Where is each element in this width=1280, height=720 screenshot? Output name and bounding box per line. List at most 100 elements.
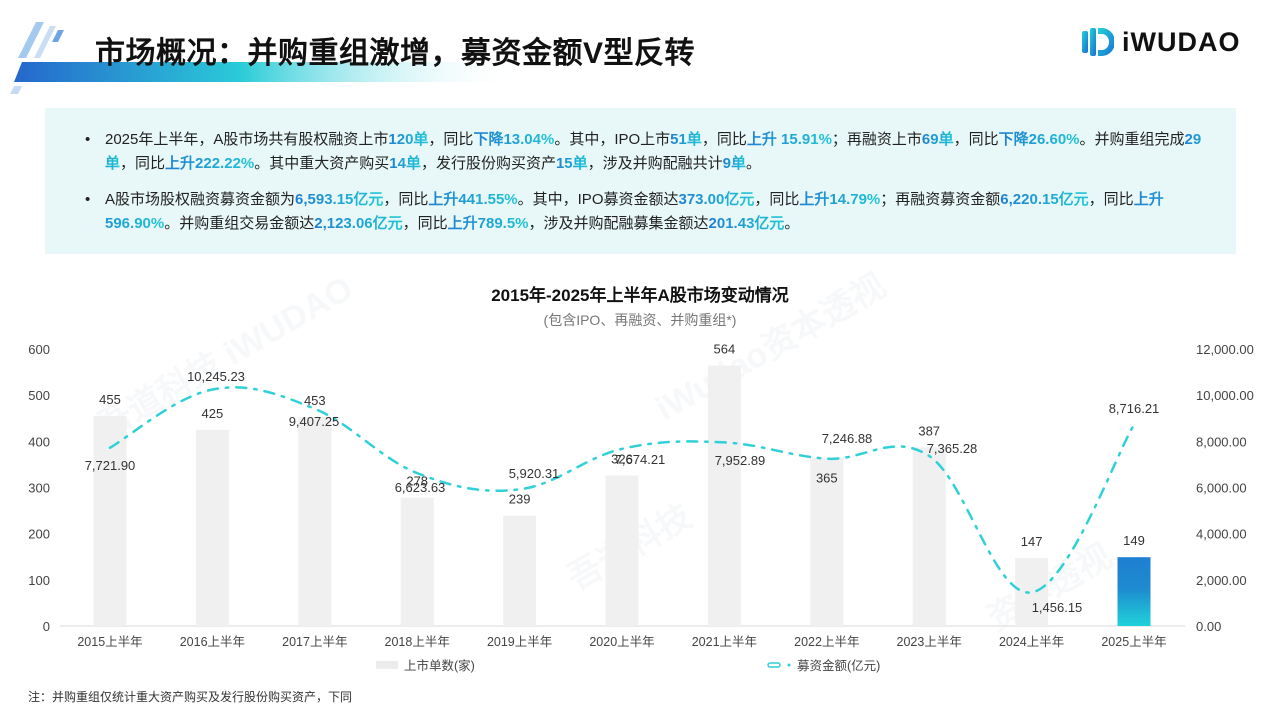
x-axis-label: 2024上半年 (999, 635, 1064, 649)
x-axis-label: 2021上半年 (692, 635, 757, 649)
bar-value-label: 278 (406, 474, 428, 489)
summary-text: ，涉及并购配融共计 (587, 155, 723, 172)
highlight-value: 6,220.15亿元 (1000, 191, 1089, 208)
bar-value-label: 387 (918, 423, 940, 438)
y-right-tick: 12,000.00 (1196, 342, 1254, 357)
y-left-tick: 200 (28, 527, 50, 542)
highlight-value: 9单 (722, 155, 747, 172)
footnote: 注：并购重组仅统计重大资产购买及发行股份购买资产，下同 (28, 690, 353, 704)
summary-text: ；再融资上市 (831, 131, 922, 148)
bar-value-label: 147 (1021, 534, 1043, 549)
x-axis-label: 2025上半年 (1101, 635, 1166, 649)
highlight-value: 14单 (389, 155, 421, 172)
summary-text: ，涉及并购配融募集金额达 (528, 215, 709, 232)
line-series (108, 386, 1136, 594)
y-right-tick: 10,000.00 (1196, 388, 1254, 403)
summary-text: 。 (746, 155, 762, 172)
y-right-tick: 8,000.00 (1196, 434, 1247, 449)
x-axis-label: 2019上半年 (487, 635, 552, 649)
line-value-label: 7,952.89 (715, 453, 766, 468)
bar-value-label: 149 (1123, 533, 1145, 548)
highlight-value: 373.00亿元 (678, 191, 755, 208)
highlight-value: 51单 (670, 131, 702, 148)
summary-panel: 2025年上半年，A股市场共有股权融资上市120单，同比下降13.04%。其中，… (45, 108, 1236, 254)
y-left-tick: 500 (28, 388, 50, 403)
highlight-value: 120单 (388, 131, 429, 148)
highlight-value: 上升14.79% (799, 191, 881, 208)
highlight-value: 下降26.60% (998, 131, 1080, 148)
bar (93, 415, 127, 626)
summary-text: 。其中，IPO上市 (554, 131, 671, 148)
x-axis-label: 2016上半年 (180, 635, 245, 649)
bar-value-label: 564 (714, 342, 736, 357)
bar (400, 497, 434, 626)
y-left-tick: 600 (28, 342, 50, 357)
highlight-value: 69单 (921, 131, 954, 148)
summary-text: 。 (784, 215, 800, 232)
logo-text: iWUDAO (1122, 26, 1241, 57)
legend-line-swatch (767, 662, 781, 668)
y-left-tick: 400 (28, 434, 50, 449)
highlight-value: 2,123.06亿元 (314, 215, 403, 232)
iwudao-logo-icon (1082, 28, 1114, 56)
line-value-label: 8,716.21 (1109, 401, 1160, 416)
x-axis-label: 2015上半年 (77, 635, 142, 649)
y-right-tick: 6,000.00 (1196, 481, 1247, 496)
x-axis-label: 2023上半年 (897, 635, 962, 649)
bar (810, 457, 844, 626)
highlight-value: 上升 15.91% (746, 131, 832, 148)
page-title: 市场概况：并购重组激增，募资金额V型反转 (95, 37, 696, 70)
x-axis-label: 2018上半年 (385, 635, 450, 649)
line-value-label: 6,623.63 (395, 480, 446, 495)
line-value-label: 5,920.31 (509, 466, 560, 481)
highlight-value: 201.43亿元 (708, 215, 785, 232)
summary-text: ，同比 (701, 131, 747, 148)
summary-bullet-1: 2025年上半年，A股市场共有股权融资上市120单，同比下降13.04%。其中，… (85, 128, 1206, 176)
bar-value-label: 455 (99, 392, 121, 407)
summary-text: ，同比 (953, 131, 999, 148)
bar (912, 447, 946, 626)
summary-text: 。并购重组交易金额达 (164, 215, 315, 232)
summary-text: ，发行股份购买资产 (420, 155, 556, 172)
bar (707, 365, 741, 626)
highlight-value: 下降13.04% (473, 131, 555, 148)
bar-value-label: 326 (611, 451, 633, 466)
y-right-tick: 0.00 (1196, 619, 1221, 634)
x-axis-label: 2020上半年 (589, 635, 654, 649)
brand-logo: iWUDAO (1080, 22, 1240, 62)
highlight-value: 6,593.15亿元 (295, 191, 384, 208)
chart-subtitle: (包含IPO、再融资、并购重组*) (543, 312, 737, 328)
bar (1015, 558, 1049, 626)
legend-bar-label: 上市单数(家) (404, 658, 475, 673)
summary-bullet-2: A股市场股权融资募资金额为6,593.15亿元，同比上升441.55%。其中，I… (85, 188, 1206, 236)
line-value-label: 7,365.28 (927, 441, 978, 456)
highlight-value: 29单 (105, 131, 1202, 172)
header-decoration (10, 22, 520, 94)
bar (1117, 557, 1151, 626)
bar (195, 429, 229, 626)
summary-text: ，同比 (1088, 191, 1134, 208)
line-value-label: 7,674.21 (615, 452, 666, 467)
bar-value-label: 425 (202, 406, 224, 421)
bar (298, 416, 332, 626)
bar (605, 475, 639, 626)
summary-text: ，同比 (383, 191, 429, 208)
legend-bar-swatch (376, 661, 398, 669)
line-value-label: 1,456.15 (1032, 600, 1083, 615)
summary-text: ，同比 (120, 155, 166, 172)
bar-value-label: 365 (816, 470, 838, 485)
summary-text: A股市场股权融资募资金额为 (105, 191, 296, 208)
line-value-label: 10,245.23 (187, 369, 245, 384)
x-axis-label: 2017上半年 (282, 635, 347, 649)
chart-title: 2015年-2025年上半年A股市场变动情况 (491, 286, 789, 305)
legend-line-dot (787, 663, 791, 667)
line-value-label: 7,721.90 (85, 458, 136, 473)
y-left-tick: 100 (28, 573, 50, 588)
line-value-label: 7,246.88 (822, 431, 873, 446)
highlight-value: 上升441.55% (428, 191, 518, 208)
highlight-value: 上升789.5% (447, 215, 529, 232)
legend-line-label: 募资金额(亿元) (797, 658, 880, 673)
y-left-tick: 300 (28, 481, 50, 496)
summary-text: ，同比 (402, 215, 448, 232)
combo-chart: 0 100 200 300 400 500 600 0.00 2,000.00 4,000.00 6… (28, 342, 1254, 673)
